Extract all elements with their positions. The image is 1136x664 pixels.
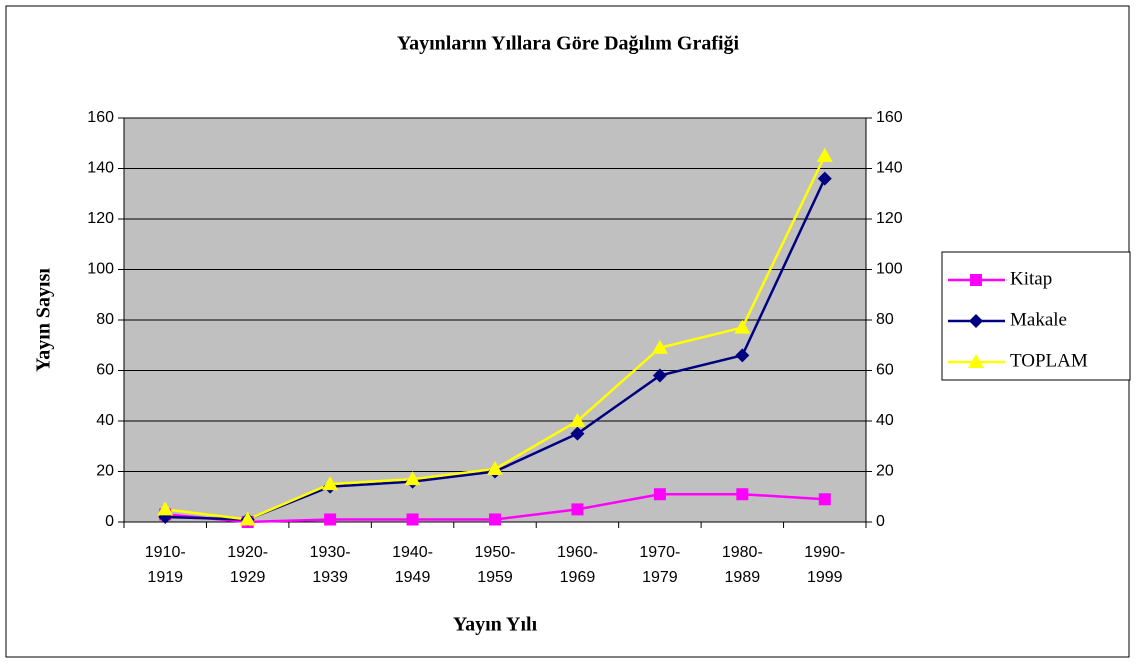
data-point	[487, 460, 503, 475]
data-point	[489, 513, 501, 526]
x-tick-label: 1910-1919	[144, 544, 186, 586]
y2-tick-label: 40	[876, 412, 894, 429]
data-point	[817, 171, 832, 186]
y-axis-label: Yayın Sayısı	[33, 268, 55, 372]
data-point	[652, 368, 667, 383]
data-point	[816, 147, 833, 162]
legend-label: TOPLAM	[1010, 350, 1088, 371]
legend-marker	[970, 274, 982, 286]
y-tick-label: 100	[87, 261, 114, 278]
data-point	[324, 513, 337, 526]
y-tick-label: 80	[96, 311, 114, 328]
chart-title: Yayınların Yıllara Göre Dağılım Grafiği	[397, 33, 740, 55]
y2-tick-label: 160	[876, 109, 903, 126]
legend-marker	[969, 314, 983, 328]
data-point	[569, 413, 586, 427]
data-point	[571, 503, 584, 516]
y2-tick-label: 0	[876, 513, 885, 530]
y-tick-label: 160	[87, 109, 114, 126]
y2-tick-label: 80	[876, 311, 894, 328]
y2-tick-label: 60	[876, 362, 894, 379]
y2-tick-label: 120	[876, 210, 903, 227]
y2-tick-label: 100	[876, 261, 903, 278]
data-point	[322, 476, 339, 491]
y2-tick-label: 140	[876, 160, 903, 177]
data-point	[406, 513, 419, 526]
legend-label: Kitap	[1010, 268, 1052, 289]
legend-marker	[968, 354, 984, 368]
y-tick-label: 140	[87, 160, 114, 177]
data-point	[651, 339, 668, 354]
data-point	[404, 471, 421, 486]
legend-box	[941, 251, 1131, 381]
x-tick-label: 1940-1949	[392, 544, 433, 586]
y-tick-label: 40	[96, 412, 114, 429]
x-tick-label: 1960-1969	[556, 544, 598, 586]
x-tick-label: 1970-1979	[639, 544, 681, 586]
x-tick-label: 1990-1999	[804, 544, 846, 586]
legend-label: Makale	[1010, 309, 1067, 330]
y-tick-label: 120	[87, 210, 114, 227]
data-point	[818, 493, 831, 506]
y2-tick-label: 20	[876, 463, 894, 480]
data-point	[570, 426, 585, 441]
x-tick-label: 1930-1939	[309, 544, 351, 586]
data-point	[734, 319, 751, 334]
y-tick-label: 20	[96, 463, 114, 480]
x-axis-label: Yayın Yılı	[453, 614, 538, 636]
data-point	[157, 501, 174, 516]
x-tick-label: 1980-1989	[721, 544, 763, 586]
data-point	[653, 488, 666, 501]
y-tick-label: 0	[105, 513, 114, 530]
data-point	[736, 488, 749, 501]
y-tick-label: 60	[96, 362, 114, 379]
data-point	[239, 511, 256, 526]
x-tick-label: 1920-1929	[227, 544, 269, 586]
data-point	[735, 348, 750, 363]
x-tick-label: 1950-1959	[474, 544, 516, 586]
